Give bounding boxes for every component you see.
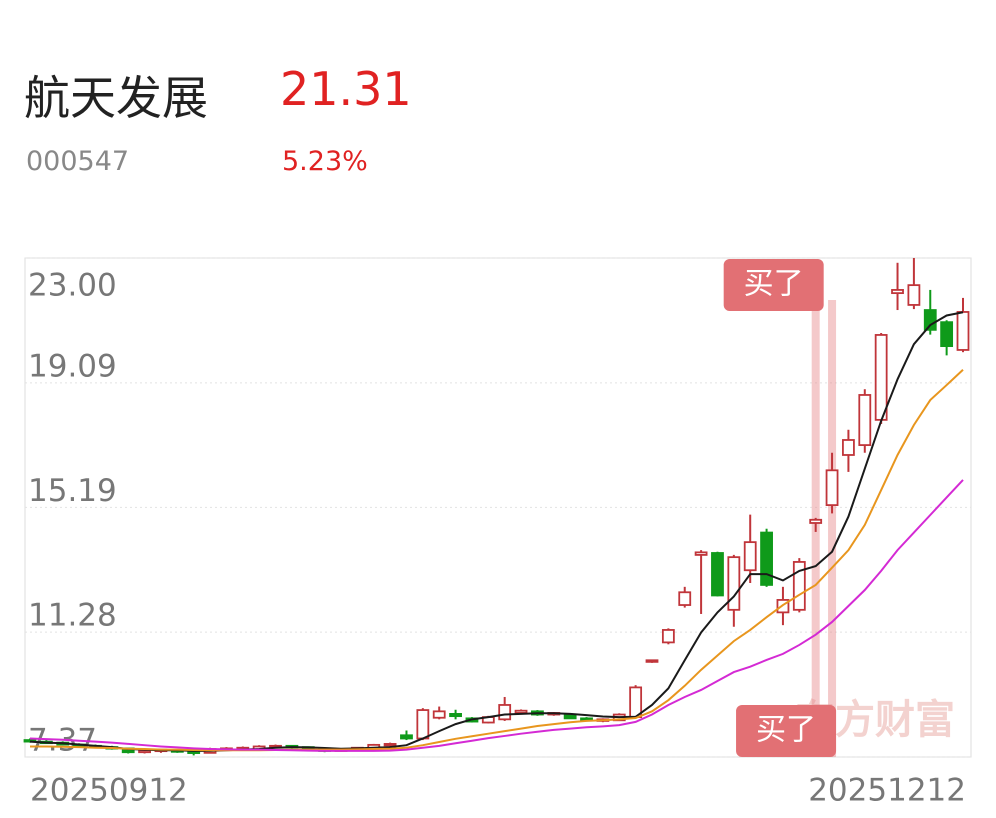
ma-line [29, 479, 964, 752]
candle-body [645, 659, 659, 663]
candle-body [400, 734, 413, 740]
stock-change: 5.23% [282, 146, 368, 177]
candle-body [678, 591, 692, 606]
candle-body [449, 713, 462, 718]
y-tick-label: 11.28 [28, 598, 117, 634]
candle-body [629, 686, 643, 718]
candle-body [383, 743, 397, 747]
y-tick-label: 23.00 [28, 268, 117, 304]
ma-line [29, 311, 964, 752]
ma-line [30, 369, 964, 752]
candle-body [792, 561, 806, 611]
x-tick-label: 20251212 [808, 773, 966, 809]
x-tick-label: 20250912 [30, 773, 188, 809]
candle-body [825, 469, 839, 507]
candle-body [842, 439, 855, 456]
candle-body [940, 321, 954, 348]
stock-code: 000547 [26, 146, 130, 177]
candle-body [694, 551, 708, 556]
stock-name: 航天发展 [24, 71, 208, 125]
candles [23, 258, 970, 756]
candle-body [432, 710, 446, 719]
candle-body [809, 518, 823, 524]
buy-marker-bar [828, 300, 837, 757]
candle-body [743, 541, 757, 572]
candle-body [956, 311, 970, 351]
y-tick-label: 19.09 [28, 348, 117, 384]
y-tick-label: 15.19 [28, 473, 117, 509]
candle-body [661, 629, 675, 644]
candle-body [416, 709, 430, 740]
candle-body [23, 739, 37, 743]
buy-marker-label-bg [736, 705, 837, 757]
candle-body [498, 704, 512, 721]
buy-marker-label: 买了 [756, 713, 816, 748]
candle-body [874, 334, 888, 421]
buy-marker-label-bg [723, 259, 824, 311]
candle-body [711, 552, 724, 597]
candle-body [858, 394, 872, 446]
candle-body [891, 289, 904, 295]
buy-marker-label: 买了 [744, 267, 804, 302]
candle-body [727, 556, 741, 611]
candle-body [923, 309, 937, 331]
candle-body [514, 709, 528, 714]
stock-price: 21.31 [280, 62, 412, 116]
candle-body [907, 284, 921, 306]
candle-body [760, 531, 773, 586]
